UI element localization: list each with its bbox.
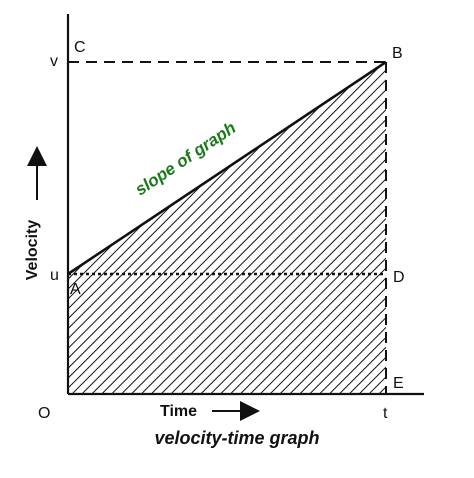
label-point-a: A: [70, 281, 81, 298]
label-origin-o: O: [38, 405, 50, 422]
hatched-area: [68, 62, 386, 394]
label-point-c: C: [74, 39, 86, 56]
label-point-d: D: [393, 269, 405, 286]
label-point-b: B: [392, 45, 403, 62]
label-point-e: E: [393, 375, 404, 392]
x-axis-label: Time: [160, 403, 197, 420]
tick-label-t: t: [383, 405, 388, 422]
caption: velocity-time graph: [154, 428, 320, 448]
tick-label-u: u: [50, 267, 59, 284]
slope-line-ab: [67, 60, 387, 276]
y-axis-label: Velocity: [24, 220, 41, 281]
tick-label-v: v: [50, 53, 58, 70]
